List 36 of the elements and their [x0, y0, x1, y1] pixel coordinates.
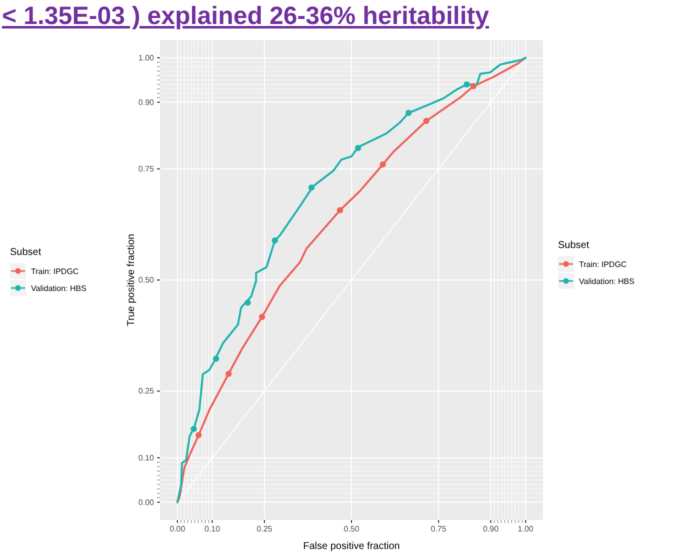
point	[423, 118, 430, 124]
legend-label: Train: IPDGC	[579, 260, 627, 269]
x-tick-label: 0.10	[204, 524, 221, 534]
legend-label: Validation: HBS	[579, 277, 634, 286]
x-tick-label: 0.50	[344, 524, 360, 534]
y-tick-label: 1.00	[138, 53, 155, 62]
legend-copy: Subset Train: IPDGC Validation: HBS	[10, 247, 86, 296]
point	[470, 83, 476, 90]
legend-title: Subset	[558, 240, 590, 251]
point	[212, 356, 220, 362]
point	[308, 184, 315, 191]
y-tick-label: 0.00	[138, 498, 155, 507]
point	[244, 300, 251, 306]
point	[336, 207, 344, 214]
x-tick-label: 0.00	[170, 524, 186, 534]
x-tick-label: 0.90	[482, 524, 500, 534]
x-axis-title: False positive fraction	[303, 541, 400, 552]
y-tick-label: 0.90	[138, 98, 155, 107]
point	[258, 314, 266, 320]
y-tick-label: 0.50	[138, 276, 155, 285]
chart-title: < 1.35E-03 ) explained 26-36% heritability	[2, 2, 490, 30]
x-tick-label: 1.00	[518, 524, 534, 534]
x-tick-label: 0.25	[256, 524, 273, 534]
x-tick-label: 0.75	[430, 524, 447, 534]
point	[272, 237, 278, 244]
point	[380, 161, 386, 168]
y-tick-label: 0.75	[138, 164, 155, 174]
point	[196, 432, 202, 438]
point	[406, 110, 412, 116]
y-axis-title: True positive fraction	[126, 234, 137, 326]
y-tick-label: 0.25	[138, 386, 155, 396]
point	[190, 426, 197, 432]
point	[464, 81, 470, 88]
point	[226, 370, 232, 377]
y-tick-label: 0.10	[138, 453, 155, 462]
point	[355, 144, 362, 152]
